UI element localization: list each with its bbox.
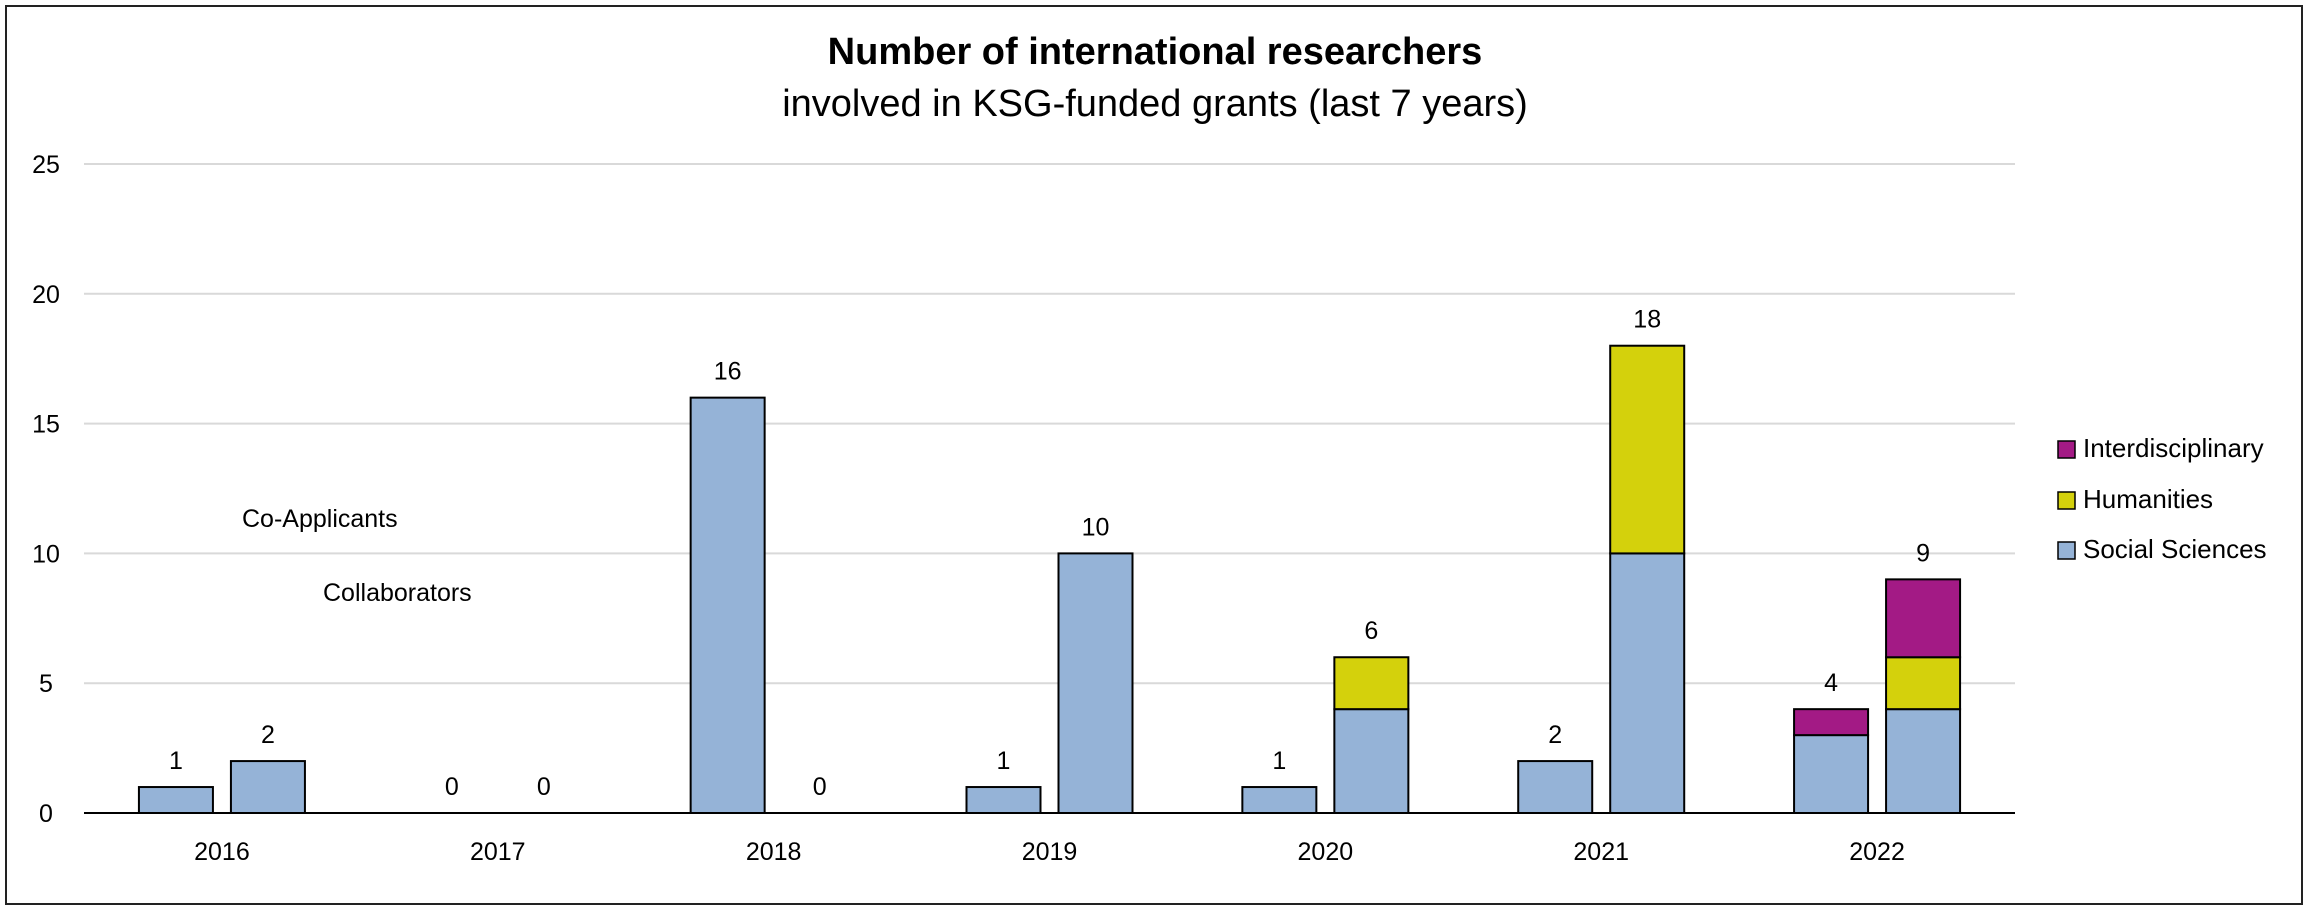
legend-label: Humanities (2083, 484, 2213, 514)
bar-total-label: 0 (813, 773, 827, 801)
bar-segment-social-sciences (1333, 708, 1410, 814)
legend-swatch (2057, 440, 2076, 459)
annotation-co-applicants: Co-Applicants (242, 505, 398, 533)
y-tick-label: 10 (32, 540, 60, 568)
bar-total-label: 1 (169, 747, 183, 775)
chart-title: Number of international researchers (828, 31, 1483, 73)
bar-total-label: 1 (997, 747, 1011, 775)
legend-swatch (2057, 541, 2076, 560)
y-tick-label: 5 (39, 670, 53, 698)
legend: Interdisciplinary Humanities Social Scienc… (2057, 433, 2267, 564)
bar-segment-social-sciences (1885, 708, 1962, 814)
bar-segment-social-sciences (1057, 552, 1134, 815)
bar-total-label: 6 (1364, 617, 1378, 645)
x-tick-label: 2016 (194, 838, 250, 866)
bar-total-label: 0 (445, 773, 459, 801)
bar-segment-social-sciences (1517, 760, 1594, 815)
y-tick-label: 25 (32, 151, 60, 179)
gridlines (84, 163, 2015, 685)
x-tick-label: 2017 (470, 838, 526, 866)
bar-total-label: 9 (1916, 539, 1930, 567)
bar-segment-humanities (1609, 344, 1686, 555)
x-tick-label: 2022 (1849, 838, 1905, 866)
bar-segment-social-sciences (689, 396, 766, 814)
bar-segment-social-sciences (229, 760, 306, 815)
bar-total-label: 16 (714, 358, 742, 386)
bar-segment-social-sciences (137, 786, 214, 814)
legend-label: Interdisciplinary (2083, 433, 2264, 463)
bar-total-label: 2 (1548, 721, 1562, 749)
bar-total-label: 10 (1082, 513, 1110, 541)
bar-total-label: 0 (537, 773, 551, 801)
legend-label: Social Sciences (2083, 534, 2267, 564)
legend-swatch (2057, 491, 2076, 510)
chart-subtitle: involved in KSG-funded grants (last 7 ye… (782, 83, 1528, 125)
bar-segment-interdisciplinary (1793, 708, 1870, 737)
bars (137, 344, 1962, 815)
bar-total-label: 18 (1633, 306, 1661, 334)
x-tick-label: 2021 (1573, 838, 1629, 866)
bar-segment-social-sciences (1609, 552, 1686, 815)
bar-segment-interdisciplinary (1885, 578, 1962, 659)
annotation-collaborators: Collaborators (323, 579, 472, 607)
bar-total-label: 4 (1824, 669, 1838, 697)
x-tick-label: 2020 (1298, 838, 1354, 866)
x-axis-ticks: 2016 2017 2018 2019 2020 2021 2022 (194, 838, 1905, 866)
bar-segment-social-sciences (965, 786, 1042, 814)
x-tick-label: 2018 (746, 838, 802, 866)
bar-total-label: 2 (261, 721, 275, 749)
bar-segment-social-sciences (1793, 734, 1870, 814)
y-tick-label: 20 (32, 281, 60, 309)
bar-segment-social-sciences (1241, 786, 1318, 814)
bar-total-label: 1 (1272, 747, 1286, 775)
y-tick-label: 15 (32, 411, 60, 439)
stacked-bar-chart: Number of international researchers invo… (32, 31, 2267, 866)
y-tick-label: 0 (39, 800, 53, 828)
x-tick-label: 2019 (1022, 838, 1078, 866)
bar-segment-humanities (1885, 656, 1962, 711)
bar-segment-humanities (1333, 656, 1410, 711)
y-axis-ticks: 0 5 10 15 20 25 (32, 151, 60, 828)
